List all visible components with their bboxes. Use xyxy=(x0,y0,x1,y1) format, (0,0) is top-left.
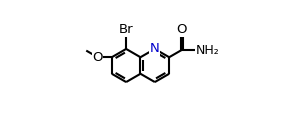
Text: O: O xyxy=(92,51,103,64)
Text: Br: Br xyxy=(119,23,133,36)
Text: NH₂: NH₂ xyxy=(196,44,220,57)
Text: N: N xyxy=(150,42,160,55)
Text: O: O xyxy=(176,23,187,36)
